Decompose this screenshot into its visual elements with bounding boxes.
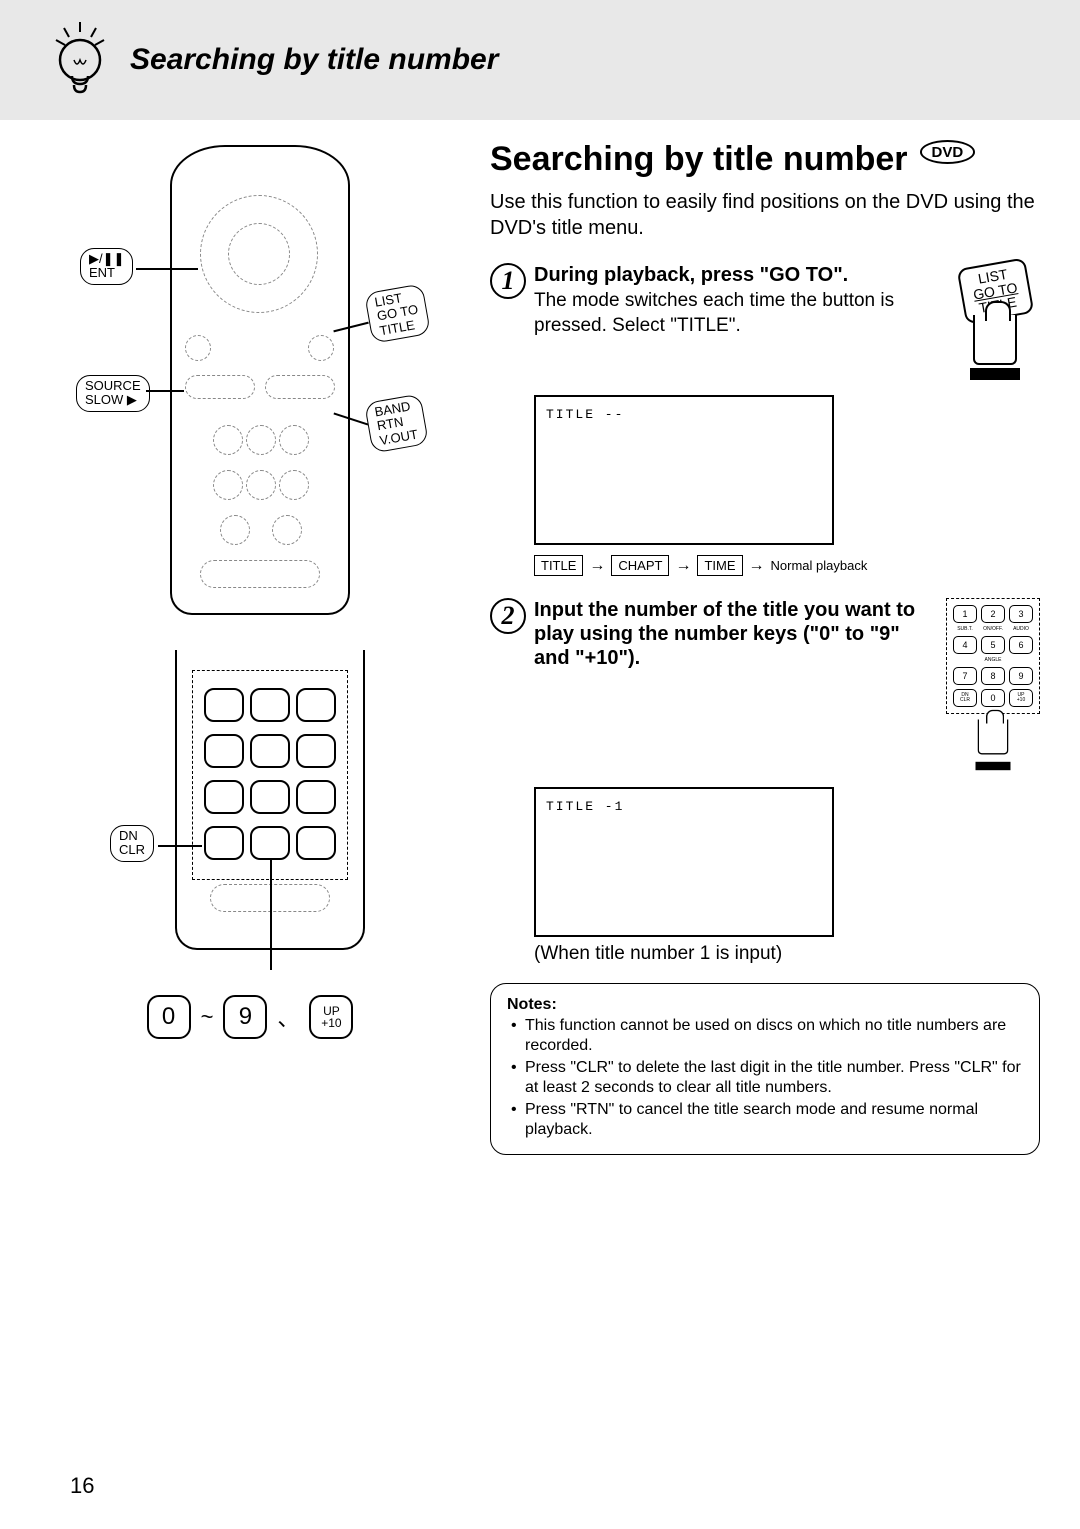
note-item: This function cannot be used on discs on… [511, 1016, 1023, 1056]
header-title: Searching by title number [130, 43, 498, 77]
tilde: ~ [201, 1004, 214, 1030]
step-1-button-illustration: LIST GO TO TITLE [950, 263, 1040, 380]
mode-time: TIME [697, 555, 742, 576]
step-1-text: The mode switches each time the button i… [534, 289, 940, 338]
mode-normal: Normal playback [771, 558, 868, 573]
separator: 、 [277, 1001, 299, 1033]
lightbulb-icon [50, 20, 110, 100]
notes-heading: Notes: [507, 996, 1023, 1014]
note-item: Press "CLR" to delete the last digit in … [511, 1058, 1023, 1098]
label-source-slow: SOURCE SLOW ▶ [76, 375, 150, 412]
mode-chapt: CHAPT [611, 555, 669, 576]
notes-box: Notes: This function cannot be used on d… [490, 983, 1040, 1155]
mode-title: TITLE [534, 555, 583, 576]
label-band-rtn-vout: BAND RTN V.OUT [364, 393, 429, 453]
step-2-keypad-illustration: 1 2 3 SUB.T. ON/OFF. AUDIO 4 5 6 ANGLE [946, 598, 1040, 772]
arrow-icon: → [749, 557, 765, 575]
remote-top-diagram: ▶/❚❚ ENT LIST GO TO TITLE SOURCE SLOW ▶ … [80, 140, 420, 620]
step-2-heading: Input the number of the title you want t… [534, 598, 936, 670]
step-1-heading: During playback, press "GO TO". [534, 263, 940, 287]
page-number: 16 [70, 1473, 94, 1499]
key-9: 9 [223, 995, 267, 1039]
step-2-caption: (When title number 1 is input) [534, 943, 1040, 965]
step-2-number: 2 [490, 598, 526, 634]
key-up10: UP +10 [309, 995, 353, 1039]
intro-text: Use this function to easily find positio… [490, 189, 1040, 241]
arrow-icon: → [675, 557, 691, 575]
mode-sequence: TITLE → CHAPT → TIME → Normal playback [534, 555, 1040, 576]
remote-illustrations: ▶/❚❚ ENT LIST GO TO TITLE SOURCE SLOW ▶ … [40, 140, 460, 1155]
key-0: 0 [147, 995, 191, 1039]
number-key-range: 0 ~ 9 、 UP +10 [147, 995, 354, 1039]
main-content: ▶/❚❚ ENT LIST GO TO TITLE SOURCE SLOW ▶ … [0, 120, 1080, 1155]
arrow-icon: → [589, 557, 605, 575]
label-ent: ▶/❚❚ ENT [80, 248, 133, 285]
notes-list: This function cannot be used on discs on… [507, 1016, 1023, 1140]
header-bar: Searching by title number [0, 0, 1080, 120]
main-title: Searching by title number [490, 140, 908, 179]
instructions: Searching by title number DVD Use this f… [460, 140, 1040, 1155]
step-1: 1 During playback, press "GO TO". The mo… [490, 263, 1040, 576]
label-dn-clr: DN CLR [110, 825, 154, 862]
step-1-screen: TITLE -- [534, 395, 834, 545]
note-item: Press "RTN" to cancel the title search m… [511, 1100, 1023, 1140]
dvd-badge: DVD [920, 140, 976, 164]
remote-bottom-diagram: DN CLR [80, 650, 420, 970]
step-1-number: 1 [490, 263, 526, 299]
label-list-goto-title: LIST GO TO TITLE [364, 283, 431, 343]
step-2: 2 Input the number of the title you want… [490, 598, 1040, 965]
step-2-screen: TITLE -1 [534, 787, 834, 937]
